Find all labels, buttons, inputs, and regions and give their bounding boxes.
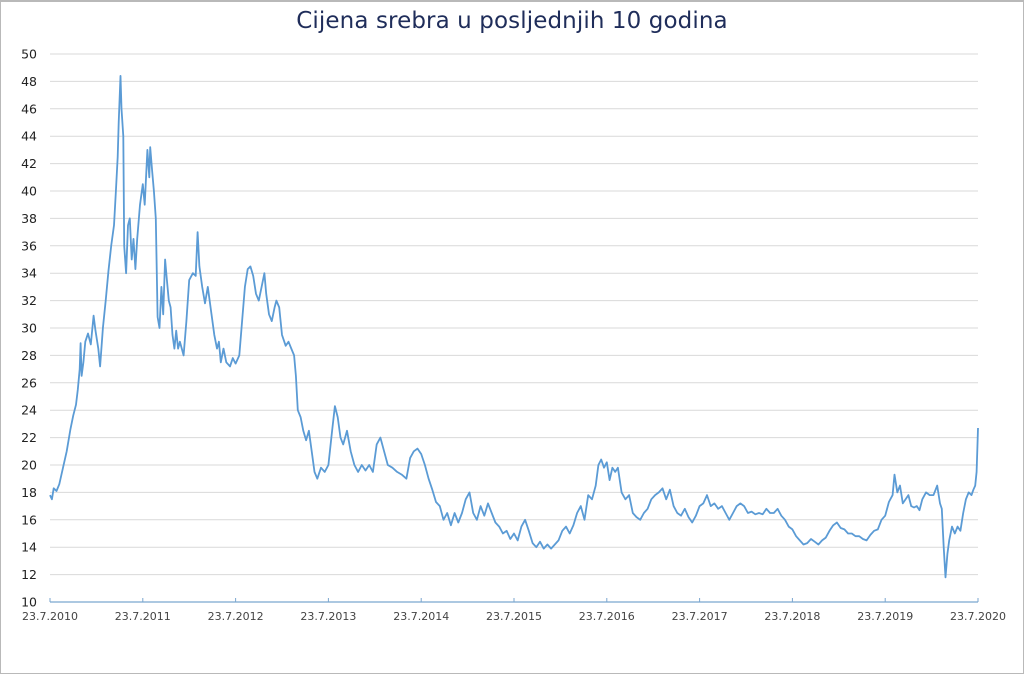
chart-title: Cijena srebra u posljednjih 10 godina	[296, 8, 728, 34]
y-tick-label: 12	[21, 567, 37, 582]
x-tick-label: 23.7.2015	[486, 610, 542, 623]
x-tick-label: 23.7.2013	[300, 610, 356, 623]
y-tick-label: 38	[21, 211, 37, 226]
y-tick-label: 34	[21, 266, 37, 281]
y-tick-label: 40	[21, 184, 37, 199]
x-tick-label: 23.7.2010	[22, 610, 78, 623]
y-tick-label: 14	[21, 540, 37, 555]
x-tick-label: 23.7.2014	[393, 610, 449, 623]
y-tick-label: 24	[21, 403, 37, 418]
y-tick-label: 50	[21, 47, 37, 62]
x-tick-label: 23.7.2017	[672, 610, 728, 623]
y-tick-label: 42	[21, 156, 37, 171]
y-tick-label: 18	[21, 485, 37, 500]
x-tick-label: 23.7.2011	[115, 610, 171, 623]
x-tick-label: 23.7.2016	[579, 610, 635, 623]
y-tick-label: 26	[21, 375, 37, 390]
y-tick-label: 22	[21, 430, 37, 445]
y-tick-label: 28	[21, 348, 37, 363]
y-tick-label: 48	[21, 74, 37, 89]
y-tick-label: 46	[21, 101, 37, 116]
y-tick-label: 20	[21, 458, 37, 473]
gridlines	[50, 53, 978, 576]
y-tick-label: 16	[21, 512, 37, 527]
x-tick-label: 23.7.2019	[857, 610, 913, 623]
x-axis-tick-labels: 23.7.2010 23.7.2011 23.7.2012 23.7.2013 23.7…	[22, 610, 1006, 623]
x-tick-label: 23.7.2020	[950, 610, 1006, 623]
y-axis-tick-labels: 10 12 14 16 18 20 22 24 26 28 30 32 34 36 38 40 42 44 46 48…	[21, 47, 37, 610]
y-tick-label: 32	[21, 293, 37, 308]
y-tick-label: 44	[21, 129, 37, 144]
x-tick-label: 23.7.2012	[208, 610, 264, 623]
y-tick-label: 30	[21, 321, 37, 336]
y-tick-label: 36	[21, 238, 37, 253]
x-axis	[49, 598, 979, 603]
y-tick-label: 10	[21, 595, 37, 610]
silver-price-line	[49, 75, 979, 579]
x-tick-label: 23.7.2018	[764, 610, 820, 623]
